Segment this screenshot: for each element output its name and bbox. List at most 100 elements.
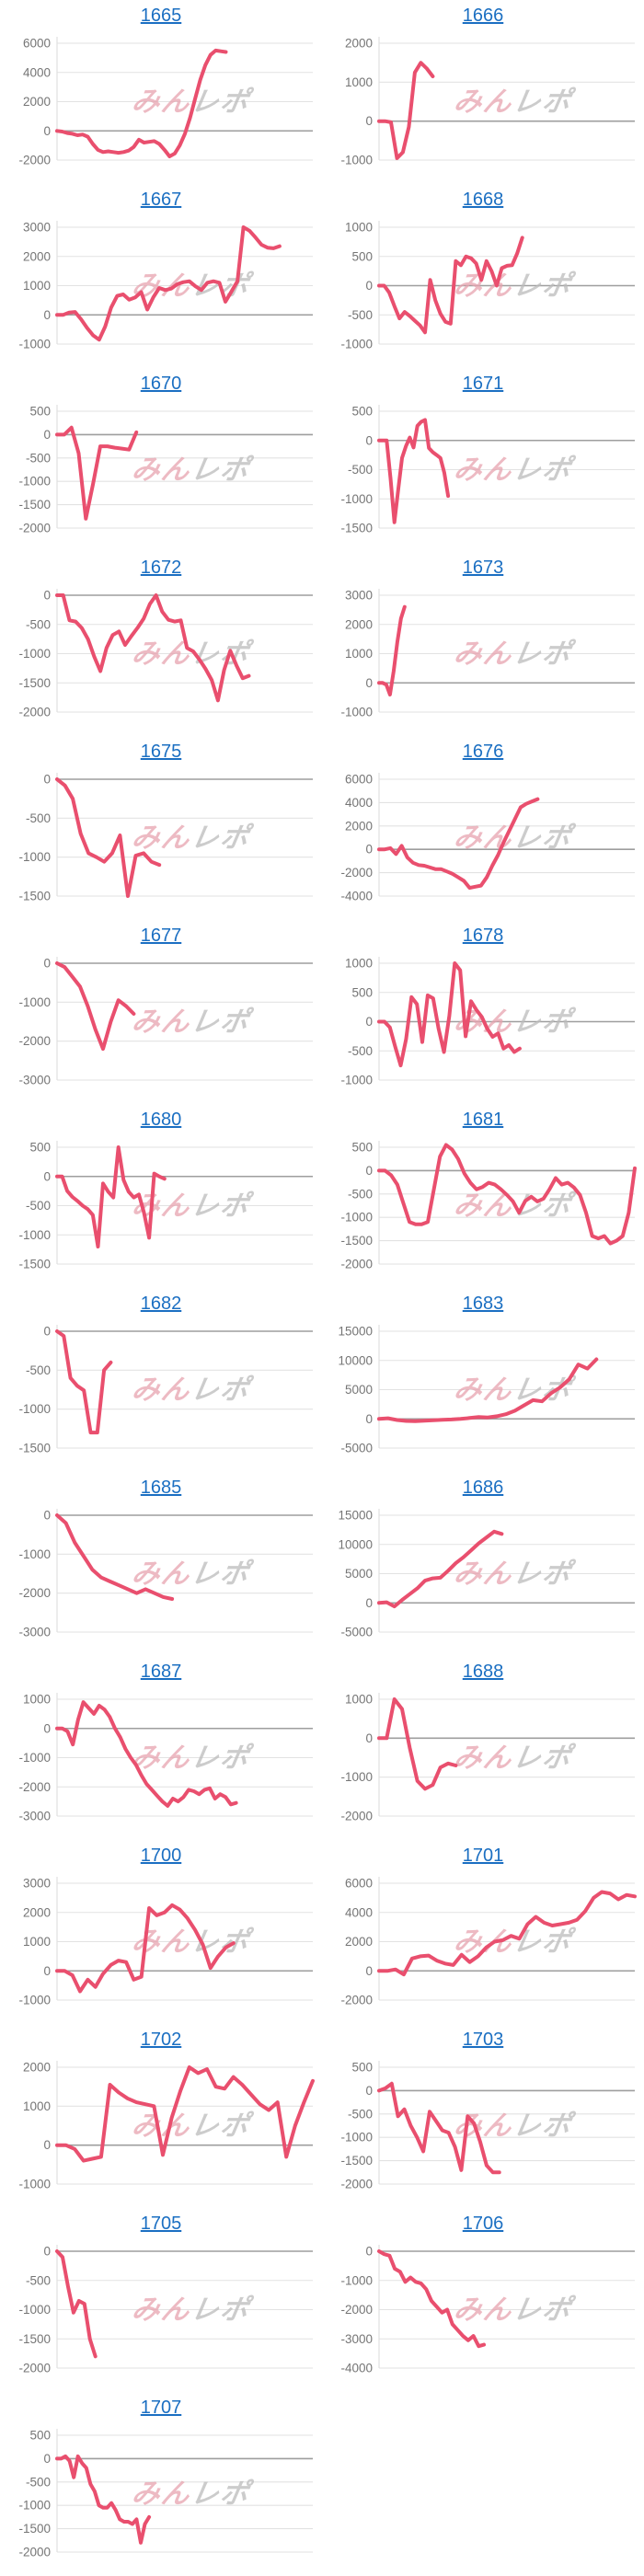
y-tick-label: 6000 xyxy=(23,37,51,51)
chart-plot: 6000 4000 2000 0 -2000 -4000 みんレポ xyxy=(340,773,635,903)
chart-title-link[interactable]: 1703 xyxy=(462,2030,504,2050)
y-tick-label: -1000 xyxy=(18,1751,51,1765)
chart-title-link[interactable]: 1666 xyxy=(462,6,504,26)
watermark-gray-part: レポ xyxy=(189,2294,256,2327)
chart-title-link[interactable]: 1671 xyxy=(462,374,504,394)
y-tick-label: 0 xyxy=(43,2245,51,2259)
chart-title-link[interactable]: 1665 xyxy=(140,6,182,26)
watermark-gray-part: レポ xyxy=(189,86,256,119)
series-line xyxy=(377,961,522,1068)
watermark-gray-part: レポ xyxy=(511,822,578,855)
watermark-pink-part: みん xyxy=(452,2294,516,2327)
y-tick-label: -1500 xyxy=(18,890,51,903)
chart-cell-1706: 1706 0 -1000 -2000 -3000 -4000 みんレポ xyxy=(322,2208,644,2392)
y-tick-label: 0 xyxy=(365,433,373,447)
watermark-gray-part: レポ xyxy=(189,1190,256,1223)
chart-title-row: 1673 xyxy=(322,552,644,582)
chart-title-link[interactable]: 1670 xyxy=(140,374,182,394)
chart-title-link[interactable]: 1682 xyxy=(140,1294,182,1314)
y-tick-label: 0 xyxy=(43,1169,51,1183)
chart-title-row: 1668 xyxy=(322,184,644,214)
y-tick-label: 1000 xyxy=(345,957,373,971)
chart-title-link[interactable]: 1680 xyxy=(140,1110,182,1130)
chart-plot: 500 0 -500 -1000 -1500 みんレポ xyxy=(18,1141,313,1271)
series-line xyxy=(55,48,228,158)
chart-cell-1687: 1687 1000 0 -1000 -2000 -3000 みんレポ xyxy=(0,1656,322,1840)
watermark-minrepo: みんレポ xyxy=(452,822,578,855)
chart-title-link[interactable]: 1667 xyxy=(140,190,182,210)
chart-plot: 0 -1000 -2000 -3000 -4000 みんレポ xyxy=(340,2245,635,2375)
chart-title-link[interactable]: 1681 xyxy=(462,1110,504,1130)
watermark-pink-part: みん xyxy=(130,2478,194,2511)
y-tick-label: -4000 xyxy=(340,890,373,903)
chart-title-link[interactable]: 1700 xyxy=(140,1846,182,1866)
y-tick-label: -1000 xyxy=(18,2178,51,2191)
watermark-pink-part: みん xyxy=(452,1742,516,1775)
watermark-pink-part: みん xyxy=(130,270,194,303)
watermark-minrepo: みんレポ xyxy=(452,1558,578,1591)
series-line xyxy=(377,2249,486,2349)
chart-title-link[interactable]: 1673 xyxy=(462,558,504,578)
chart-title-link[interactable]: 1668 xyxy=(462,190,504,210)
chart-cell-1670: 1670 500 0 -500 -1000 -1500 -2000 みんレポ xyxy=(0,368,322,552)
series-line xyxy=(377,604,407,696)
chart-title-link[interactable]: 1688 xyxy=(462,1662,504,1682)
chart-plot: 0 -1000 -2000 -3000 みんレポ xyxy=(18,957,313,1087)
y-tick-label: -5000 xyxy=(340,1442,373,1455)
y-tick-label: 0 xyxy=(365,1164,373,1178)
chart-cell-1701: 1701 6000 4000 2000 0 -2000 みんレポ xyxy=(322,1840,644,2024)
chart-title-link[interactable]: 1686 xyxy=(462,1478,504,1498)
y-tick-label: -1000 xyxy=(18,1228,51,1242)
y-tick-label: 0 xyxy=(365,1015,373,1029)
chart-plot: 1000 0 -1000 -2000 みんレポ xyxy=(340,1693,635,1823)
watermark-gray-part: レポ xyxy=(189,2478,256,2511)
chart-title-link[interactable]: 1678 xyxy=(462,926,504,946)
chart-cell-1672: 1672 0 -500 -1000 -1500 -2000 みんレポ xyxy=(0,552,322,736)
y-tick-label: 2000 xyxy=(23,1905,51,1919)
watermark-pink-part: みん xyxy=(452,1374,516,1407)
chart-title-link[interactable]: 1707 xyxy=(140,2398,182,2418)
y-tick-label: 500 xyxy=(29,1141,51,1155)
chart-plot: 2000 1000 0 -1000 みんレポ xyxy=(340,37,635,167)
chart-title-link[interactable]: 1687 xyxy=(140,1662,182,1682)
chart-title-row: 1671 xyxy=(322,368,644,398)
chart-title-row: 1703 xyxy=(322,2024,644,2054)
chart-title-link[interactable]: 1705 xyxy=(140,2214,182,2234)
y-tick-label: -500 xyxy=(26,811,51,825)
y-tick-label: -1500 xyxy=(18,498,51,512)
watermark-gray-part: レポ xyxy=(511,2110,578,2143)
chart-title-link[interactable]: 1706 xyxy=(462,2214,504,2234)
y-tick-label: -500 xyxy=(26,451,51,465)
chart-cell-1686: 1686 15000 10000 5000 0 -5000 みんレポ xyxy=(322,1472,644,1656)
series-line xyxy=(377,1529,504,1609)
chart-title-link[interactable]: 1672 xyxy=(140,558,182,578)
watermark-pink-part: みん xyxy=(452,454,516,487)
chart-title-link[interactable]: 1676 xyxy=(462,742,504,762)
series-line xyxy=(55,1903,236,1994)
y-tick-label: 2000 xyxy=(23,249,51,263)
chart-title-link[interactable]: 1701 xyxy=(462,1846,504,1866)
chart-title-link[interactable]: 1683 xyxy=(462,1294,504,1314)
watermark-pink-part: みん xyxy=(130,1006,194,1039)
y-tick-label: -1000 xyxy=(18,475,51,489)
y-tick-label: 1000 xyxy=(345,647,373,661)
y-tick-label: 3000 xyxy=(23,1877,51,1891)
watermark-gray-part: レポ xyxy=(189,638,256,671)
chart-title-link[interactable]: 1675 xyxy=(140,742,182,762)
chart-title-link[interactable]: 1677 xyxy=(140,926,182,946)
watermark-pink-part: みん xyxy=(130,822,194,855)
chart-title-link[interactable]: 1685 xyxy=(140,1478,182,1498)
y-tick-label: 0 xyxy=(43,1509,51,1523)
chart-title-row: 1688 xyxy=(322,1656,644,1686)
watermark-gray-part: レポ xyxy=(511,638,578,671)
chart-cell-1703: 1703 500 0 -500 -1000 -1500 -2000 みんレポ xyxy=(322,2024,644,2208)
chart-title-row: 1680 xyxy=(0,1104,322,1134)
y-tick-label: -2000 xyxy=(340,1994,373,2007)
chart-title-link[interactable]: 1702 xyxy=(140,2030,182,2050)
watermark-pink-part: みん xyxy=(130,638,194,671)
y-tick-label: -2000 xyxy=(18,1034,51,1048)
